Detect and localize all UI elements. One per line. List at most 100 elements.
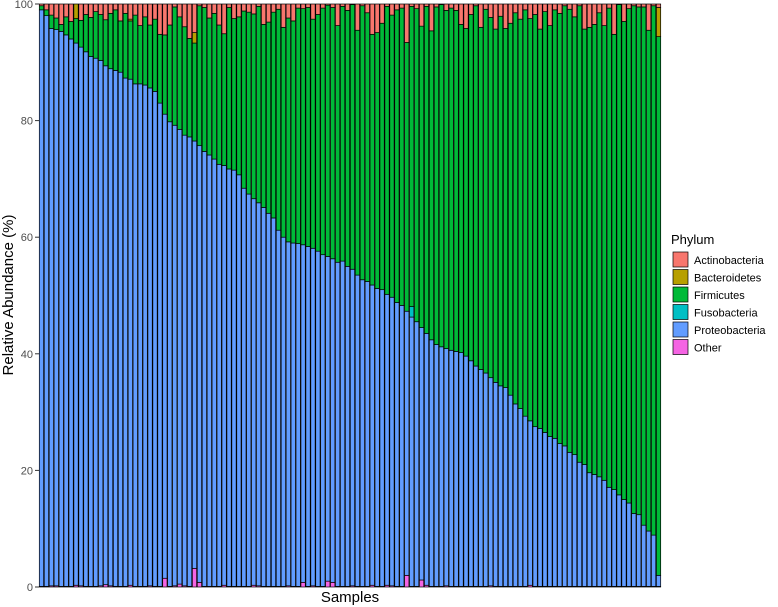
bar-segment-actinobacteria xyxy=(216,3,222,26)
bar-segment-proteobacteria xyxy=(142,84,148,587)
legend-label: Firmicutes xyxy=(694,290,745,302)
bar-segment-firmicutes xyxy=(527,18,533,422)
bar-segment-proteobacteria xyxy=(651,534,657,587)
bar-segment-actinobacteria xyxy=(636,3,642,8)
bar-segment-bacteroidetes xyxy=(73,3,79,19)
legend-label: Other xyxy=(694,343,722,355)
bar-segment-proteobacteria xyxy=(63,34,69,587)
x-axis-title: Samples xyxy=(321,589,379,606)
bar-segment-proteobacteria xyxy=(73,42,79,586)
bar-segment-actinobacteria xyxy=(98,3,104,15)
bar-segment-proteobacteria xyxy=(38,9,44,587)
bar-segment-firmicutes xyxy=(38,5,44,11)
bar-segment-firmicutes xyxy=(345,10,351,267)
bar-segment-firmicutes xyxy=(78,19,84,48)
bar-segment-firmicutes xyxy=(468,14,474,362)
bar-segment-firmicutes xyxy=(221,33,227,166)
bar-segment-actinobacteria xyxy=(517,3,523,20)
bar-segment-firmicutes xyxy=(88,17,94,57)
bar-segment-firmicutes xyxy=(162,34,168,115)
bar-segment-actinobacteria xyxy=(621,3,627,22)
bar-segment-proteobacteria xyxy=(305,246,311,587)
bar-segment-proteobacteria xyxy=(631,513,637,587)
bar-segment-proteobacteria xyxy=(147,87,153,587)
bar-segment-proteobacteria xyxy=(419,327,425,581)
bar-segment-actinobacteria xyxy=(448,3,454,9)
bar-segment-proteobacteria xyxy=(577,461,583,587)
bar-segment-actinobacteria xyxy=(631,3,637,7)
bar-segment-proteobacteria xyxy=(315,250,321,587)
bar-segment-actinobacteria xyxy=(261,3,267,25)
bar-segment-actinobacteria xyxy=(187,3,193,39)
bar-segment-other xyxy=(300,581,306,588)
bar-segment-firmicutes xyxy=(621,21,627,500)
bar-segment-firmicutes xyxy=(591,24,597,475)
y-tick-label: 60 xyxy=(21,232,33,244)
bar-segment-firmicutes xyxy=(290,20,296,244)
bar-segment-actinobacteria xyxy=(152,3,158,20)
bar-segment-actinobacteria xyxy=(354,3,360,31)
bar-segment-actinobacteria xyxy=(586,3,592,28)
bar-segment-actinobacteria xyxy=(112,3,119,11)
bar-segment-actinobacteria xyxy=(290,3,296,22)
bar-segment-actinobacteria xyxy=(611,3,617,35)
bar-segment-firmicutes xyxy=(58,24,64,32)
bar-segment-firmicutes xyxy=(498,15,504,387)
bar-segment-firmicutes xyxy=(93,11,99,59)
bar-segment-proteobacteria xyxy=(611,489,617,587)
bar-segment-proteobacteria xyxy=(196,145,202,583)
bar-segment-actinobacteria xyxy=(221,3,227,35)
bar-segment-actinobacteria xyxy=(108,3,114,14)
bar-segment-actinobacteria xyxy=(488,3,494,18)
bar-segment-firmicutes xyxy=(117,20,123,73)
bar-segment-proteobacteria xyxy=(349,268,355,587)
bar-segment-firmicutes xyxy=(43,9,49,17)
bar-segment-proteobacteria xyxy=(162,113,168,579)
bar-segment-actinobacteria xyxy=(231,3,237,19)
bar-segment-firmicutes xyxy=(419,25,425,328)
bar-segment-firmicutes xyxy=(270,11,277,219)
bar-segment-firmicutes xyxy=(68,21,74,40)
bar-segment-firmicutes xyxy=(473,5,479,367)
bar-segment-actinobacteria xyxy=(117,3,123,22)
bar-segment-actinobacteria xyxy=(424,3,430,7)
legend-swatch xyxy=(672,269,689,285)
bar-segment-firmicutes xyxy=(404,42,410,312)
bar-segment-proteobacteria xyxy=(616,494,622,587)
bar-segment-firmicutes xyxy=(557,12,563,444)
bar-segment-firmicutes xyxy=(443,10,449,349)
bar-segment-proteobacteria xyxy=(567,451,573,587)
bar-segment-firmicutes xyxy=(256,5,262,204)
bar-segment-proteobacteria xyxy=(409,316,415,587)
bar-segment-proteobacteria xyxy=(586,472,592,587)
bar-segment-actinobacteria xyxy=(345,3,351,11)
bar-segment-firmicutes xyxy=(394,9,400,303)
y-tick-label: 0 xyxy=(27,582,33,594)
bar-segment-actinobacteria xyxy=(606,3,612,9)
bar-segment-actinobacteria xyxy=(384,3,390,7)
bar-segment-actinobacteria xyxy=(478,3,484,28)
bar-segment-proteobacteria xyxy=(399,305,405,587)
bar-segment-firmicutes xyxy=(626,8,632,504)
bar-segment-firmicutes xyxy=(285,17,291,243)
bar-segment-actinobacteria xyxy=(493,3,499,30)
bar-segment-actinobacteria xyxy=(468,3,474,15)
bar-segment-actinobacteria xyxy=(443,3,449,11)
bar-segment-proteobacteria xyxy=(280,236,286,587)
bar-segment-proteobacteria xyxy=(557,443,563,587)
bar-segment-actinobacteria xyxy=(527,3,533,19)
bar-segment-actinobacteria xyxy=(379,3,385,24)
bar-segment-actinobacteria xyxy=(502,3,509,29)
bar-segment-firmicutes xyxy=(132,14,138,85)
bar-segment-proteobacteria xyxy=(443,348,449,587)
bar-segment-proteobacteria xyxy=(345,266,351,587)
bar-segment-proteobacteria xyxy=(98,60,104,587)
bar-segment-firmicutes xyxy=(83,14,89,53)
bar-segment-actinobacteria xyxy=(404,3,410,43)
bar-segment-proteobacteria xyxy=(132,83,138,587)
bar-segment-proteobacteria xyxy=(216,163,222,587)
bar-segment-proteobacteria xyxy=(226,168,232,587)
bar-segment-proteobacteria xyxy=(266,212,272,587)
bar-segment-actinobacteria xyxy=(305,3,311,8)
bar-segment-actinobacteria xyxy=(226,3,232,8)
